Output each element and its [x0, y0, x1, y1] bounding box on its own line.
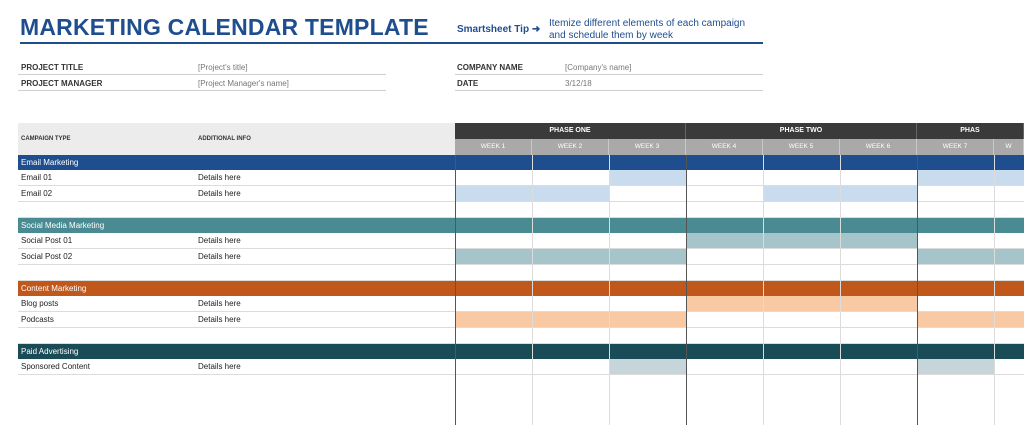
- additional-info-cell[interactable]: Details here: [198, 189, 241, 198]
- section-header: Paid Advertising: [18, 344, 1024, 359]
- schedule-bar[interactable]: [455, 186, 532, 201]
- info-divider: [18, 90, 386, 91]
- campaign-type-header: CAMPAIGN TYPE: [21, 136, 71, 142]
- additional-info-cell[interactable]: Details here: [198, 252, 241, 261]
- grid-line: [455, 155, 456, 425]
- schedule-bar[interactable]: [532, 249, 609, 264]
- project-manager-value[interactable]: [Project Manager's name]: [198, 79, 289, 88]
- schedule-bar[interactable]: [917, 170, 994, 185]
- schedule-bar[interactable]: [686, 296, 763, 311]
- schedule-bar[interactable]: [609, 312, 686, 327]
- week-header: WEEK 4: [686, 139, 763, 155]
- project-title-label: PROJECT TITLE: [21, 63, 84, 72]
- campaign-item[interactable]: Sponsored Content: [21, 362, 90, 371]
- schedule-bar[interactable]: [532, 312, 609, 327]
- table-row[interactable]: [18, 233, 1024, 249]
- grid-line: [994, 155, 995, 425]
- week-header: WEEK 3: [609, 139, 686, 155]
- schedule-bar[interactable]: [609, 359, 686, 374]
- grid-line: [609, 155, 610, 425]
- grid-line: [763, 155, 764, 425]
- page-title: MARKETING CALENDAR TEMPLATE: [20, 14, 429, 40]
- table-row[interactable]: [18, 249, 1024, 265]
- schedule-bar[interactable]: [917, 312, 994, 327]
- table-row[interactable]: [18, 296, 1024, 312]
- schedule-bar[interactable]: [994, 312, 1024, 327]
- schedule-bar[interactable]: [840, 186, 917, 201]
- smartsheet-tip-text: Itemize different elements of each campa…: [549, 18, 746, 41]
- smartsheet-tip-label[interactable]: Smartsheet Tip ➜: [457, 24, 541, 35]
- campaign-item[interactable]: Podcasts: [21, 315, 54, 324]
- schedule-bar[interactable]: [455, 249, 532, 264]
- week-header: WEEK 2: [532, 139, 609, 155]
- phase-header: PHAS: [917, 123, 1024, 139]
- date-value[interactable]: 3/12/18: [565, 79, 592, 88]
- schedule-bar[interactable]: [994, 249, 1024, 264]
- grid-line: [532, 155, 533, 425]
- additional-info-cell[interactable]: Details here: [198, 315, 241, 324]
- title-underline: [20, 42, 763, 44]
- campaign-item[interactable]: Email 02: [21, 189, 53, 198]
- schedule-bar[interactable]: [994, 170, 1024, 185]
- table-row[interactable]: [18, 359, 1024, 375]
- company-name-label: COMPANY NAME: [457, 63, 523, 72]
- section-header: Content Marketing: [18, 281, 1024, 296]
- schedule-bar[interactable]: [763, 296, 840, 311]
- column-header-background: [18, 123, 455, 155]
- week-header: W: [994, 139, 1024, 155]
- schedule-bar[interactable]: [609, 170, 686, 185]
- campaign-item[interactable]: Blog posts: [21, 299, 59, 308]
- table-row[interactable]: [18, 312, 1024, 328]
- grid-line: [840, 155, 841, 425]
- schedule-bar[interactable]: [917, 359, 994, 374]
- table-row[interactable]: [18, 186, 1024, 202]
- company-name-value[interactable]: [Company's name]: [565, 63, 632, 72]
- additional-info-header: ADDITIONAL INFO: [198, 136, 251, 142]
- week-header: WEEK 5: [763, 139, 840, 155]
- table-row[interactable]: [18, 202, 1024, 218]
- phase-header: PHASE ONE: [455, 123, 686, 139]
- schedule-bar[interactable]: [840, 296, 917, 311]
- additional-info-cell[interactable]: Details here: [198, 362, 241, 371]
- phase-header: PHASE TWO: [686, 123, 917, 139]
- additional-info-cell[interactable]: Details here: [198, 299, 241, 308]
- project-manager-label: PROJECT MANAGER: [21, 79, 103, 88]
- table-row[interactable]: [18, 328, 1024, 344]
- grid-line: [686, 155, 687, 425]
- campaign-item[interactable]: Social Post 02: [21, 252, 73, 261]
- schedule-bar[interactable]: [455, 312, 532, 327]
- project-title-value[interactable]: [Project's title]: [198, 63, 248, 72]
- campaign-item[interactable]: Email 01: [21, 173, 53, 182]
- week-header: WEEK 1: [455, 139, 532, 155]
- grid-line: [917, 155, 918, 425]
- schedule-bar[interactable]: [609, 249, 686, 264]
- schedule-bar[interactable]: [532, 186, 609, 201]
- campaign-item[interactable]: Social Post 01: [21, 236, 73, 245]
- week-header: WEEK 7: [917, 139, 994, 155]
- schedule-bar[interactable]: [917, 249, 994, 264]
- schedule-bar[interactable]: [763, 186, 840, 201]
- section-header: Email Marketing: [18, 155, 1024, 170]
- info-divider: [18, 74, 386, 75]
- week-header: WEEK 6: [840, 139, 917, 155]
- additional-info-cell[interactable]: Details here: [198, 173, 241, 182]
- table-row[interactable]: [18, 265, 1024, 281]
- schedule-bar[interactable]: [763, 233, 840, 248]
- section-header: Social Media Marketing: [18, 218, 1024, 233]
- info-divider: [455, 90, 763, 91]
- date-label: DATE: [457, 79, 479, 88]
- additional-info-cell[interactable]: Details here: [198, 236, 241, 245]
- schedule-bar[interactable]: [686, 233, 763, 248]
- table-row[interactable]: [18, 170, 1024, 186]
- info-divider: [455, 74, 763, 75]
- schedule-bar[interactable]: [840, 233, 917, 248]
